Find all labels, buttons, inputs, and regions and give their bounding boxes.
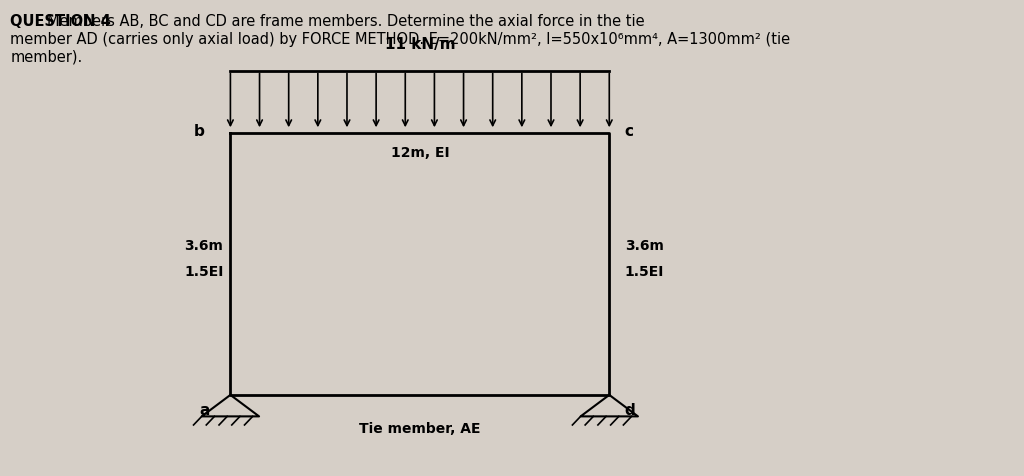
Text: d: d [625,402,635,417]
Text: Members AB, BC and CD are frame members. Determine the axial force in the tie
me: Members AB, BC and CD are frame members.… [10,14,791,64]
Text: c: c [625,123,634,139]
Text: 3.6m: 3.6m [184,238,223,252]
Text: QUESTION 4: QUESTION 4 [10,14,111,29]
Text: 3.6m: 3.6m [625,238,664,252]
Text: b: b [194,123,205,139]
Text: 1.5EI: 1.5EI [184,264,223,278]
Text: 11 kN/m: 11 kN/m [385,38,455,52]
Text: 12m, EI: 12m, EI [390,145,450,159]
Text: a: a [200,402,210,417]
Text: Tie member, AE: Tie member, AE [359,421,480,435]
Text: 1.5EI: 1.5EI [625,264,664,278]
